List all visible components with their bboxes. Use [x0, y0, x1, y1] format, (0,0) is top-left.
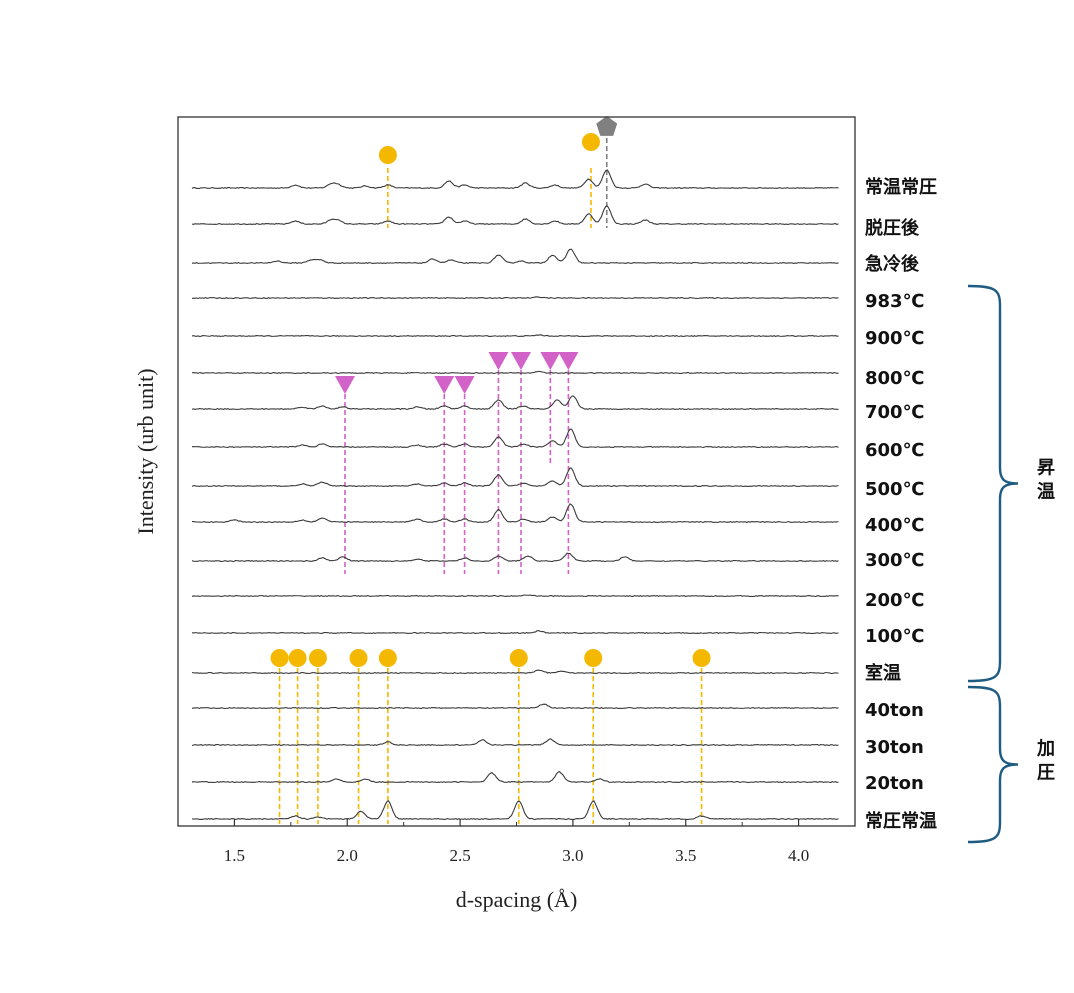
x-tick-label: 2.0 [337, 846, 358, 865]
pentagon-marker [596, 116, 618, 136]
diffraction-traces [191, 169, 839, 821]
triangle-marker [334, 376, 355, 394]
trace-line [191, 703, 839, 710]
trace-line [191, 248, 839, 265]
trace-label: 200℃ [865, 590, 924, 611]
trace-line [191, 770, 839, 784]
triangle-marker [558, 352, 579, 370]
triangle-marker [511, 352, 532, 370]
trace-label: 急冷後 [865, 253, 920, 275]
triangle-marker [454, 376, 475, 394]
circle-marker [378, 649, 397, 667]
circle-marker [692, 649, 711, 667]
trace-line [191, 669, 839, 675]
trace-line [191, 552, 839, 563]
circle-marker [378, 146, 397, 164]
trace-label: 400℃ [865, 515, 924, 536]
marker-guide-lines [278, 138, 703, 824]
trace-label: 700℃ [865, 402, 924, 423]
trace-line [191, 503, 839, 524]
x-tick-label: 3.0 [562, 846, 583, 865]
x-tick-label: 3.5 [675, 846, 696, 865]
trace-line [191, 467, 839, 488]
circle-marker [308, 649, 327, 667]
trace-label: 常圧常温 [865, 810, 937, 832]
trace-line [191, 594, 839, 598]
circle-marker [270, 649, 289, 667]
circle-marker [349, 649, 368, 667]
triangle-marker [540, 352, 561, 370]
trace-label: 30ton [865, 737, 924, 758]
x-tick-label: 2.5 [449, 846, 470, 865]
group-bracket [967, 284, 1019, 683]
trace-line [191, 630, 839, 635]
x-tick-label: 4.0 [788, 846, 809, 865]
trace-line [191, 428, 839, 449]
trace-line [191, 334, 839, 338]
group-label: 昇温 [1037, 458, 1055, 503]
trace-line [191, 738, 839, 747]
trace-line [191, 169, 839, 190]
triangle-marker [488, 352, 509, 370]
x-tick-label: 1.5 [224, 846, 245, 865]
circle-marker [509, 649, 528, 667]
trace-label: 常温常圧 [865, 176, 937, 198]
trace-label: 983℃ [865, 291, 924, 312]
trace-label: 500℃ [865, 479, 924, 500]
peak-markers [270, 116, 711, 667]
group-label: 加圧 [1036, 739, 1055, 784]
x-axis-title: d-spacing (Å) [456, 887, 578, 912]
trace-line [191, 395, 839, 411]
trace-line [191, 800, 839, 821]
y-axis-title: Intensity (urb unit) [133, 368, 158, 534]
trace-label: 室温 [865, 662, 901, 684]
trace-label: 脱圧後 [865, 217, 920, 239]
group-bracket [967, 685, 1019, 844]
circle-marker [288, 649, 307, 667]
trace-label: 20ton [865, 773, 924, 794]
trace-label: 900℃ [865, 328, 924, 349]
trace-label: 40ton [865, 700, 924, 721]
trace-line [191, 370, 839, 375]
trace-label: 100℃ [865, 626, 924, 647]
circle-marker [581, 133, 600, 151]
circle-marker [584, 649, 603, 667]
trace-line [191, 296, 839, 300]
trace-line [191, 205, 839, 226]
trace-label: 300℃ [865, 550, 924, 571]
triangle-marker [434, 376, 455, 394]
x-axis-ticks: 1.5 2.0 2.5 3.0 3.5 4.0 [177, 819, 856, 865]
trace-label: 800℃ [865, 368, 924, 389]
trace-label: 600℃ [865, 440, 924, 461]
